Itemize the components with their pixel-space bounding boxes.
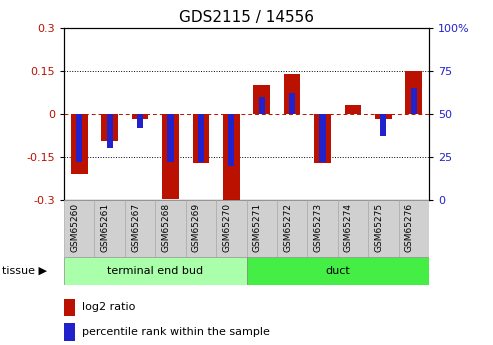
- Bar: [167, 114, 174, 162]
- Text: percentile rank within the sample: percentile rank within the sample: [82, 327, 270, 337]
- Text: GSM65260: GSM65260: [70, 203, 79, 252]
- Text: GSM65273: GSM65273: [314, 203, 322, 252]
- Bar: [102, 114, 118, 141]
- Text: GSM65275: GSM65275: [374, 203, 384, 252]
- Text: terminal end bud: terminal end bud: [107, 266, 203, 276]
- Bar: [137, 114, 143, 128]
- Bar: [345, 105, 361, 114]
- Bar: [64, 257, 246, 285]
- Bar: [216, 200, 246, 257]
- Bar: [398, 200, 429, 257]
- Bar: [71, 114, 88, 174]
- Text: log2 ratio: log2 ratio: [82, 303, 136, 313]
- Bar: [198, 114, 204, 162]
- Bar: [319, 114, 326, 162]
- Bar: [132, 114, 148, 119]
- Bar: [338, 200, 368, 257]
- Text: GSM65274: GSM65274: [344, 203, 353, 252]
- Text: GSM65261: GSM65261: [101, 203, 109, 252]
- Bar: [155, 200, 186, 257]
- Text: GSM65276: GSM65276: [405, 203, 414, 252]
- Bar: [405, 71, 422, 114]
- Bar: [64, 200, 95, 257]
- Bar: [246, 257, 429, 285]
- Bar: [284, 73, 300, 114]
- Text: GSM65268: GSM65268: [162, 203, 171, 252]
- Bar: [64, 323, 75, 341]
- Bar: [223, 114, 240, 200]
- Bar: [375, 114, 391, 119]
- Text: GSM65269: GSM65269: [192, 203, 201, 252]
- Bar: [193, 114, 209, 163]
- Bar: [246, 200, 277, 257]
- Text: GSM65272: GSM65272: [283, 203, 292, 252]
- Bar: [64, 299, 75, 316]
- Text: duct: duct: [325, 266, 350, 276]
- Bar: [289, 93, 295, 114]
- Bar: [186, 200, 216, 257]
- Bar: [95, 200, 125, 257]
- Text: GSM65270: GSM65270: [222, 203, 231, 252]
- Bar: [253, 85, 270, 114]
- Bar: [411, 88, 417, 114]
- Title: GDS2115 / 14556: GDS2115 / 14556: [179, 10, 314, 25]
- Bar: [380, 114, 387, 136]
- Bar: [314, 114, 331, 163]
- Bar: [76, 114, 82, 162]
- Text: GSM65271: GSM65271: [253, 203, 262, 252]
- Bar: [307, 200, 338, 257]
- Bar: [368, 200, 398, 257]
- Bar: [162, 114, 179, 199]
- Text: tissue ▶: tissue ▶: [2, 266, 47, 276]
- Bar: [106, 114, 113, 148]
- Bar: [125, 200, 155, 257]
- Bar: [258, 97, 265, 114]
- Bar: [277, 200, 307, 257]
- Bar: [228, 114, 235, 166]
- Text: GSM65267: GSM65267: [131, 203, 140, 252]
